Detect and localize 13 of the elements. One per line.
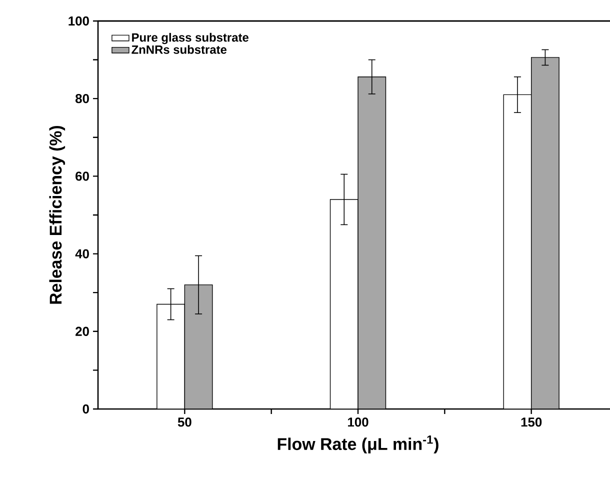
legend-label: Pure glass substrate: [132, 32, 248, 44]
legend-label: ZnNRs substrate: [132, 45, 227, 54]
y-tick-label: 80: [75, 94, 89, 104]
x-tick-label: 50: [178, 418, 192, 427]
y-tick-label: 100: [68, 16, 89, 26]
x-axis-title: Flow Rate (μL min$^{-1}$): [278, 436, 438, 454]
y-axis-title: Release Efficiency (%): [49, 126, 66, 304]
y-tick-label: 0: [82, 404, 89, 414]
y-tick-label: 40: [75, 249, 89, 258]
x-tick-label: 100: [348, 418, 368, 427]
y-tick-label: 20: [76, 326, 89, 336]
x-tick-label: 150: [521, 418, 542, 427]
y-tick-label: 60: [76, 172, 89, 181]
